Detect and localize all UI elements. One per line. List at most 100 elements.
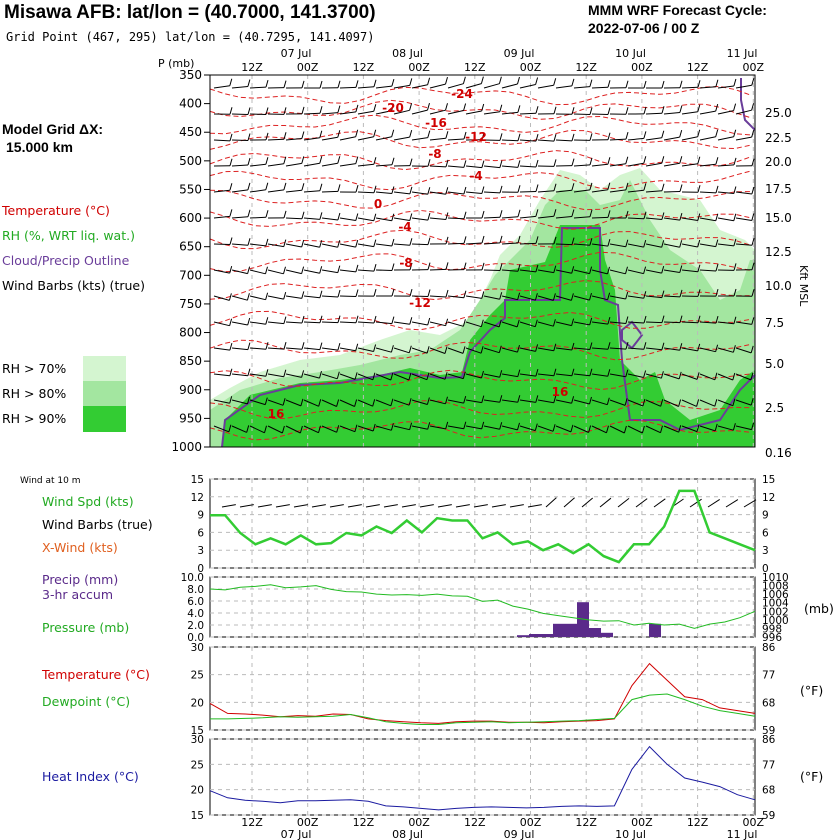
wind-barb-flag — [445, 159, 449, 168]
wind-barb-flag — [337, 184, 341, 192]
wind-barb-flag — [337, 80, 341, 88]
wind-barb-flag — [355, 104, 359, 113]
wind-barb-shaft — [699, 321, 717, 324]
wind-barb-flag — [571, 209, 575, 217]
wind-barb-flag — [373, 79, 377, 87]
right-tick-label: 1002 — [762, 606, 789, 618]
wind-barb-flag — [299, 425, 303, 434]
isotherm-line — [209, 114, 751, 136]
wind-barb-shaft — [267, 373, 284, 378]
isotherm-line — [209, 310, 751, 331]
wind-barb-shaft — [213, 373, 230, 377]
wind-barb-flag — [697, 213, 701, 221]
wind-barb-flag — [517, 209, 521, 217]
wind-barb-shaft — [735, 109, 752, 115]
wind-barb-shaft — [537, 190, 555, 193]
wind-barb-flag — [499, 133, 503, 141]
wind-barb-shaft — [519, 112, 537, 115]
wind-barb-shaft — [357, 347, 374, 352]
wind-barb-shaft — [483, 191, 501, 194]
wind-barb-flag — [607, 369, 611, 377]
wind-barb-flag — [517, 76, 520, 85]
wind-barb-flag — [409, 288, 413, 297]
wind-barb-shaft — [483, 83, 500, 89]
wind-barb-shaft — [465, 165, 482, 169]
wind-barb-flag — [265, 107, 269, 115]
wind-barb-flag — [534, 319, 538, 327]
wind-barb-shaft — [591, 295, 608, 301]
right-tick-label: 15 — [762, 474, 775, 486]
wind-barb-shaft — [609, 347, 627, 350]
wind-barb-flag — [373, 157, 377, 165]
wind-barb-flag — [499, 235, 503, 244]
wind-barb-shaft — [609, 295, 626, 300]
heat-frame — [209, 738, 756, 816]
wind-barb-shaft — [627, 137, 644, 141]
wind-barb-shaft — [429, 399, 446, 405]
wind-barb-shaft — [663, 347, 680, 351]
wind-barb-shaft — [483, 425, 500, 430]
wind-barb-flag — [552, 293, 556, 301]
wind-barb-shaft — [627, 347, 644, 350]
wind-barb-flag — [481, 262, 485, 271]
wind-barb-shaft — [285, 162, 302, 167]
precip-label: Precip (mm) — [42, 572, 119, 587]
wind-barb-shaft — [231, 373, 248, 377]
wind-barb-flag — [570, 424, 574, 433]
wind-barb-shaft — [465, 191, 482, 194]
wind-barb-flag — [697, 239, 701, 248]
wind-barb-flag — [751, 422, 755, 430]
right-tick-label: 1004 — [762, 598, 789, 610]
wind-barb-flag — [535, 133, 539, 142]
wind-barb-flag — [283, 291, 287, 300]
wind-barb-shaft — [501, 111, 518, 115]
model-grid-title: Model Grid ΔX: — [2, 121, 104, 137]
wind-barb-flag — [517, 395, 521, 403]
wind-barb-10m — [509, 504, 524, 508]
isotherm-line — [209, 99, 751, 120]
wind-barb-flag — [264, 397, 268, 405]
pressure-tick-label: 1000 — [171, 440, 202, 454]
wind-barb-flag — [571, 78, 575, 87]
wind-barb-flag — [517, 264, 521, 272]
wind-barb-shaft — [339, 269, 356, 273]
wind-barb-shaft — [663, 295, 681, 298]
wind-barb-shaft — [663, 425, 679, 433]
wind-barb-shaft — [483, 111, 500, 115]
heat-index-line — [209, 745, 756, 811]
wind-barb-flag — [679, 129, 683, 138]
wind-barb-flag — [715, 129, 719, 137]
wind-barb-shaft — [591, 269, 608, 275]
right-tick-label: 68 — [762, 785, 775, 797]
wind-barb-shaft — [519, 425, 536, 432]
wind-barb-10m — [347, 504, 362, 508]
wind-barb-flag — [589, 368, 593, 376]
isotherm-line — [209, 279, 751, 301]
wind-barb-flag — [247, 133, 251, 141]
wind-barb-flag — [265, 182, 269, 190]
wind-barb-shaft — [519, 373, 536, 377]
wind-barb-flag — [247, 157, 251, 166]
wind-barb-flag — [445, 421, 449, 430]
wind-barb-flag — [679, 212, 683, 221]
wind-barb-shaft — [609, 399, 626, 406]
wind-barb-shaft — [249, 347, 267, 350]
wind-barb-shaft — [357, 191, 375, 194]
height-axis-title: Kft MSL — [797, 265, 810, 307]
wind-barb-flag — [229, 183, 233, 191]
wind-barb-shaft — [447, 425, 464, 430]
wind-barb-shaft — [465, 425, 482, 430]
wind-barb-shaft — [231, 139, 249, 141]
wind-barb-flag — [319, 106, 323, 114]
left-tick-label: 3 — [197, 545, 204, 557]
wind-barb-flag — [319, 80, 323, 89]
wind-barb-flag — [589, 342, 593, 350]
wind-barb-shaft — [429, 295, 447, 298]
wind-barb-flag — [247, 396, 250, 405]
wind-barb-flag — [553, 159, 557, 167]
temperature-contour-label: -8 — [399, 256, 412, 270]
wind-barb-shaft — [249, 425, 265, 434]
wind-barb-flag — [498, 76, 502, 84]
wind-barb-flag — [283, 80, 287, 88]
wind-barb-shaft — [411, 137, 428, 141]
